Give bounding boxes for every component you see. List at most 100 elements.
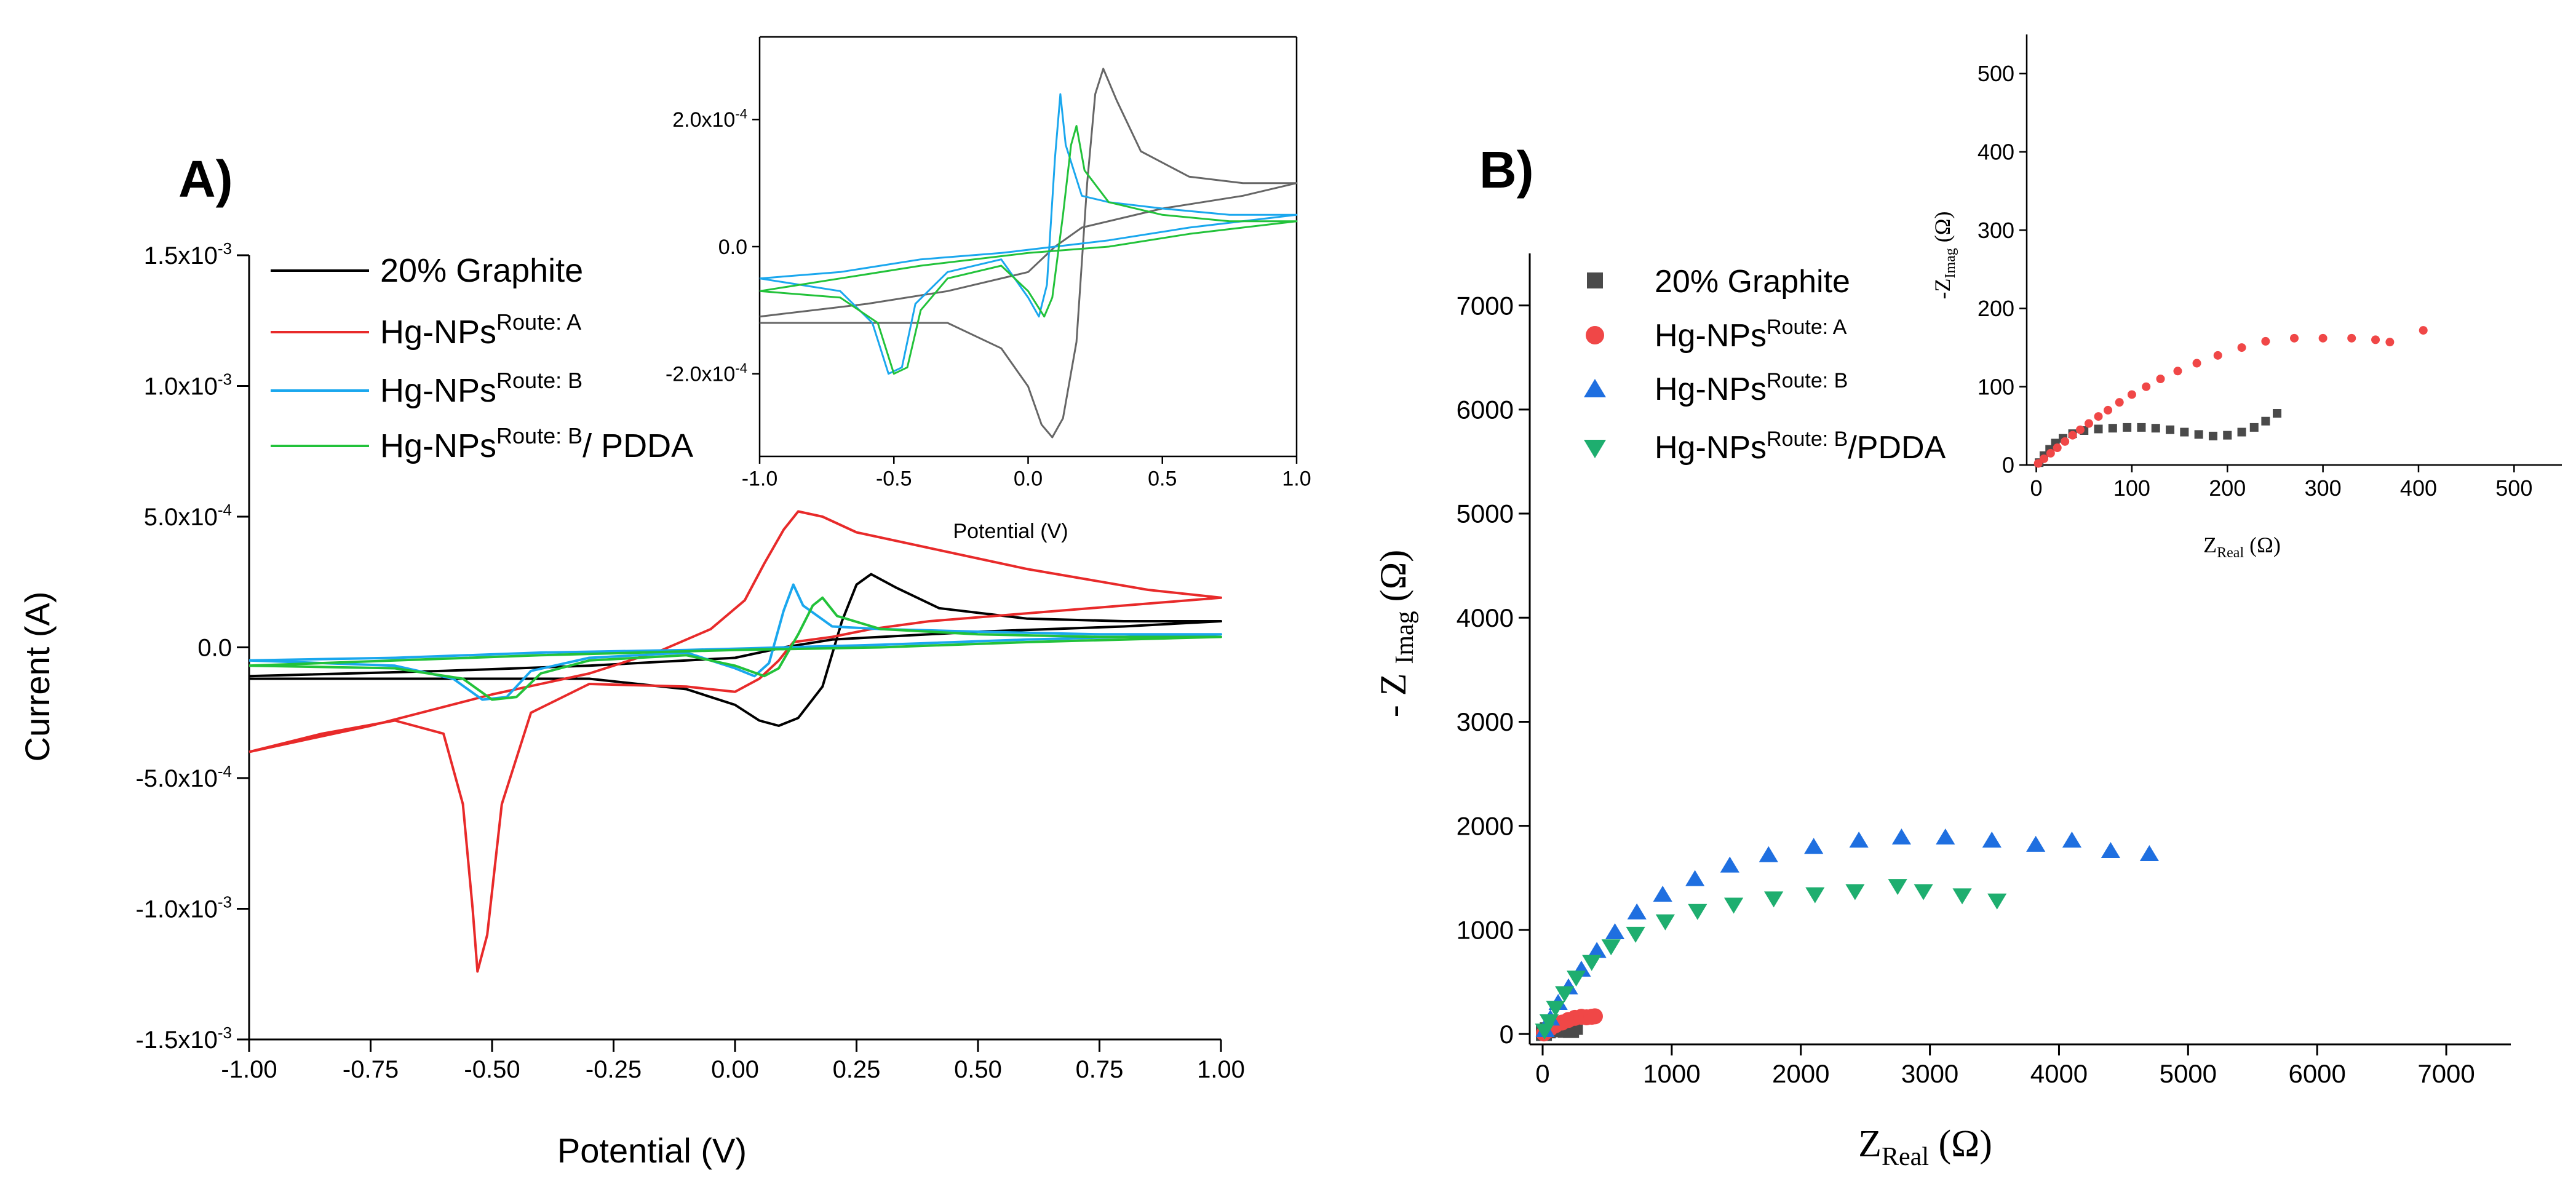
eis-inset-point bbox=[2208, 431, 2217, 440]
cv-inset-x-tick-label: 0.0 bbox=[1014, 467, 1043, 491]
eis-main-point bbox=[1653, 886, 1672, 902]
eis-main-point bbox=[1655, 914, 1675, 931]
eis-main-y-tick-label: 1000 bbox=[1457, 916, 1514, 945]
eis-inset-point bbox=[2156, 375, 2165, 383]
eis-inset-point bbox=[2180, 427, 2189, 437]
eis-inset-point bbox=[2123, 423, 2132, 432]
cv-main-series-line-2 bbox=[248, 510, 1222, 973]
eis-inset-point bbox=[2068, 431, 2077, 440]
eis-inset-point bbox=[2385, 338, 2395, 347]
legend-b-label-route-b-pdda: Hg-NPsRoute: B/PDDA bbox=[1655, 427, 1946, 466]
eis-inset-x-tick-label: 100 bbox=[2113, 475, 2150, 501]
eis-main-point bbox=[1539, 1014, 1559, 1031]
eis-inset-y-tick-label: 200 bbox=[1978, 296, 2014, 321]
cv-inset-axes: -1.0 -0.5 0.0 0.5 1.0 -2.0x10-4 0.0 2.0x10-4 bbox=[666, 36, 1311, 491]
eis-inset-y-tick-label: 300 bbox=[1978, 218, 2014, 243]
panel-a-legend: 20% Graphite Hg-NPsRoute: A Hg-NPsRoute:… bbox=[271, 252, 693, 464]
eis-inset-series bbox=[2033, 326, 2428, 468]
eis-main-y-tick-label: 7000 bbox=[1457, 291, 1514, 320]
eis-inset-x-label: ZReal (Ω) bbox=[2203, 533, 2281, 561]
eis-main-point bbox=[2139, 845, 2159, 862]
eis-main-x-tick-label: 3000 bbox=[1901, 1059, 1958, 1088]
eis-inset-point bbox=[2213, 351, 2222, 360]
eis-inset-y-label: -ZImag (Ω) bbox=[1930, 211, 1958, 299]
eis-main-point bbox=[1720, 856, 1739, 873]
legend-b-marker-route-b bbox=[1584, 379, 1606, 397]
eis-main-y-label: - Z Imag (Ω) bbox=[1373, 550, 1419, 718]
cv-main-y-tick-label: -5.0x10-4 bbox=[135, 762, 232, 792]
eis-inset-point bbox=[2053, 443, 2062, 452]
cv-main-x-tick-label: 1.00 bbox=[1197, 1056, 1245, 1083]
eis-main-x-label: ZReal (Ω) bbox=[1858, 1123, 1992, 1171]
cv-main-x-tick-label: -1.00 bbox=[221, 1056, 277, 1083]
cv-inset-x-tick-label: 0.5 bbox=[1148, 467, 1177, 491]
eis-main-point bbox=[1566, 971, 1586, 987]
eis-inset-point bbox=[2046, 448, 2055, 458]
eis-main-point bbox=[1764, 891, 1784, 908]
eis-inset-point bbox=[2261, 336, 2270, 346]
cv-main-x-tick-label: -0.75 bbox=[343, 1056, 399, 1083]
eis-main-x-tick-label: 5000 bbox=[2160, 1059, 2217, 1088]
legend-b-label-graphite: 20% Graphite bbox=[1655, 264, 1850, 300]
eis-inset-point bbox=[2166, 425, 2175, 434]
cv-main-y-tick-label: -1.5x10-3 bbox=[135, 1023, 232, 1054]
cv-main-y-label: Current (A) bbox=[18, 592, 57, 762]
eis-inset-point bbox=[2419, 326, 2428, 335]
cv-main-y-tick-label: 1.5x10-3 bbox=[144, 239, 232, 269]
eis-main-point bbox=[1605, 923, 1625, 939]
legend-a-label-route-b: Hg-NPsRoute: B bbox=[380, 368, 582, 409]
eis-main-point bbox=[1627, 903, 1647, 920]
eis-inset-point bbox=[2261, 416, 2270, 426]
eis-inset-y-tick-label: 500 bbox=[1978, 61, 2014, 86]
eis-main-point bbox=[2062, 832, 2082, 848]
eis-main-point bbox=[1546, 1001, 1565, 1017]
eis-inset-point bbox=[2039, 454, 2048, 463]
cv-main-series bbox=[248, 510, 1222, 973]
eis-inset-y-tick-label: 100 bbox=[1978, 374, 2014, 399]
eis-inset-point bbox=[2237, 427, 2246, 437]
legend-b-label-route-a: Hg-NPsRoute: A bbox=[1655, 316, 1847, 354]
eis-main-point bbox=[1759, 846, 1778, 862]
eis-inset-point bbox=[2094, 412, 2103, 421]
cv-main-x-tick-label: 0.00 bbox=[711, 1056, 759, 1083]
eis-main-point bbox=[1582, 955, 1602, 971]
eis-inset-point bbox=[2347, 333, 2356, 343]
cv-inset-series-line-3 bbox=[759, 125, 1298, 375]
eis-inset-point bbox=[2223, 431, 2232, 440]
eis-main-point bbox=[1555, 986, 1575, 1003]
eis-inset-point bbox=[2151, 424, 2160, 433]
eis-main-point bbox=[1849, 832, 1869, 848]
cv-main-x-label: Potential (V) bbox=[557, 1131, 747, 1170]
eis-inset-point bbox=[2076, 425, 2085, 434]
eis-main-point bbox=[1982, 832, 2002, 848]
eis-main-x-tick-label: 2000 bbox=[1772, 1059, 1829, 1088]
eis-main-x-tick-label: 7000 bbox=[2417, 1059, 2475, 1088]
eis-main-y-tick-label: 3000 bbox=[1457, 707, 1514, 736]
eis-inset-point bbox=[2115, 398, 2124, 407]
cv-main-series-line-3 bbox=[248, 583, 1222, 701]
eis-inset-point bbox=[2137, 423, 2146, 432]
cv-main-axes: -1.00 -0.75 -0.50 -0.25 0.00 0.25 0.50 0.75 1.00… bbox=[135, 239, 1244, 1083]
cv-main-x-tick-label: -0.50 bbox=[464, 1056, 520, 1083]
eis-inset-point bbox=[2061, 437, 2070, 446]
cv-inset-y-tick-label: -2.0x10-4 bbox=[666, 360, 747, 386]
eis-inset-point bbox=[2094, 424, 2103, 434]
eis-inset-x-tick-label: 400 bbox=[2400, 475, 2437, 501]
eis-inset-point bbox=[2237, 343, 2246, 352]
eis-main-y-tick-label: 2000 bbox=[1457, 811, 1514, 840]
cv-main-y-tick-label: 5.0x10-4 bbox=[144, 501, 232, 531]
eis-inset-point bbox=[2192, 359, 2201, 368]
eis-inset-y-tick-label: 0 bbox=[2002, 453, 2014, 478]
cv-inset-x-label: Potential (V) bbox=[953, 520, 1068, 543]
eis-main-point bbox=[1688, 904, 1707, 920]
cv-inset-x-tick-label: -0.5 bbox=[876, 467, 912, 491]
cv-inset-series-line-2 bbox=[759, 93, 1298, 375]
eis-inset-point bbox=[2290, 333, 2299, 343]
eis-main-point bbox=[1601, 939, 1621, 956]
panel-b-legend: 20% Graphite Hg-NPsRoute: A Hg-NPsRoute:… bbox=[1584, 264, 1946, 466]
legend-b-label-route-b: Hg-NPsRoute: B bbox=[1655, 369, 1848, 407]
eis-inset-point bbox=[2194, 430, 2203, 439]
eis-inset-point bbox=[2249, 423, 2259, 432]
eis-main-y-tick-label: 6000 bbox=[1457, 395, 1514, 424]
eis-main-point bbox=[1845, 884, 1865, 900]
